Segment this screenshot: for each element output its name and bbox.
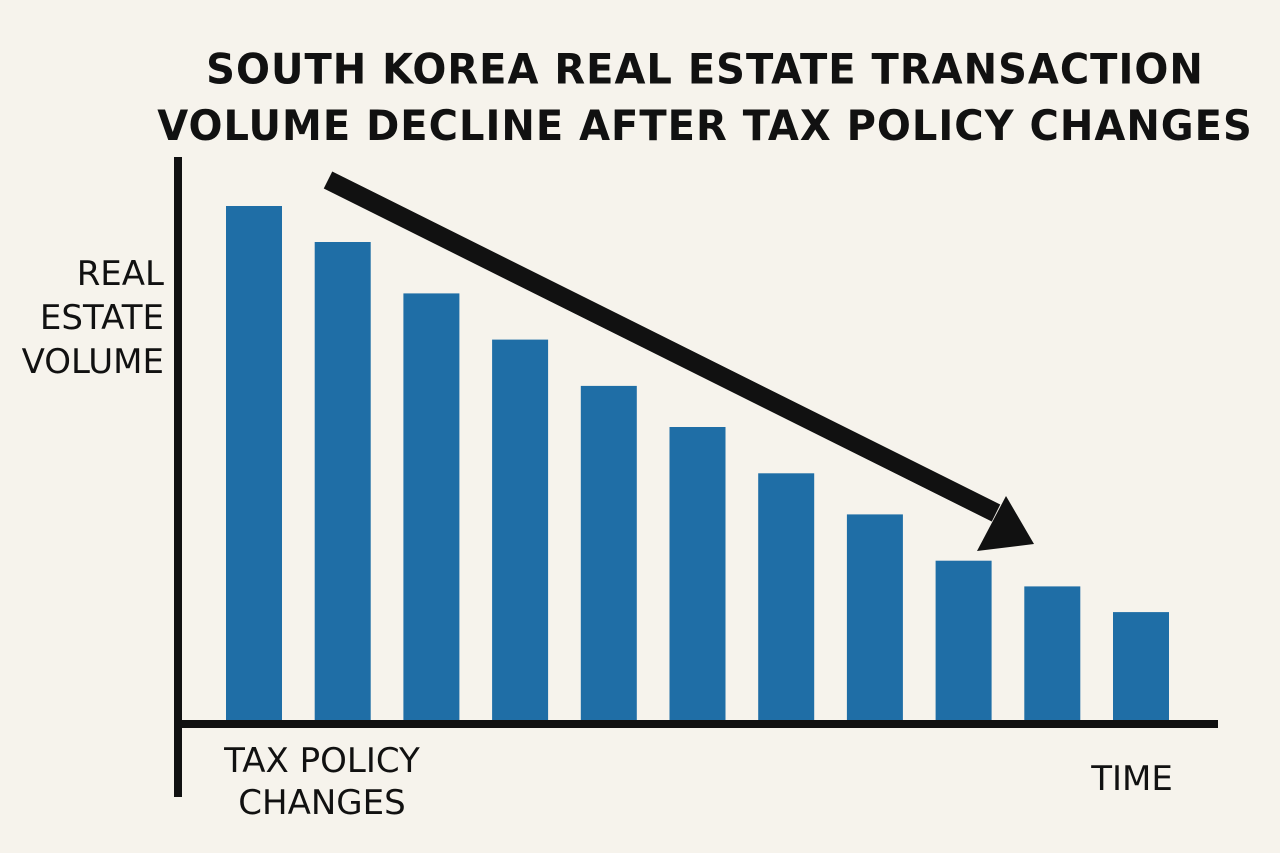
y-axis-label-line-3: VOLUME	[21, 342, 164, 382]
y-axis-label-line-1: REAL	[76, 254, 164, 294]
trend-arrow-head	[977, 496, 1034, 551]
policy-change-annotation-line-2: CHANGES	[238, 783, 406, 823]
policy-change-annotation: TAX POLICY CHANGES	[206, 740, 438, 824]
bar-2	[314, 242, 371, 720]
policy-change-annotation-line-1: TAX POLICY	[224, 741, 420, 781]
bar-3	[403, 293, 460, 720]
bar-11	[1113, 612, 1169, 720]
bar-10	[1024, 586, 1081, 720]
bar-series	[226, 206, 1169, 720]
chart-title: SOUTH KOREA REAL ESTATE TRANSACTION VOLU…	[150, 41, 1260, 154]
bar-6	[669, 427, 726, 720]
bar-1	[226, 206, 282, 720]
trend-arrow-shaft	[323, 171, 1001, 522]
bar-8	[846, 514, 903, 720]
title-line-1: SOUTH KOREA REAL ESTATE TRANSACTION	[206, 45, 1204, 94]
x-axis-label: TIME	[1091, 759, 1173, 799]
bar-9	[935, 560, 992, 720]
title-line-2: VOLUME DECLINE AFTER TAX POLICY CHANGES	[157, 102, 1253, 151]
trend-arrow	[323, 171, 1034, 551]
bar-5	[580, 385, 637, 720]
bar-4	[492, 339, 549, 720]
y-axis-label: REAL ESTATE VOLUME	[14, 252, 164, 384]
y-axis-label-line-2: ESTATE	[39, 298, 164, 338]
bar-7	[758, 473, 815, 720]
